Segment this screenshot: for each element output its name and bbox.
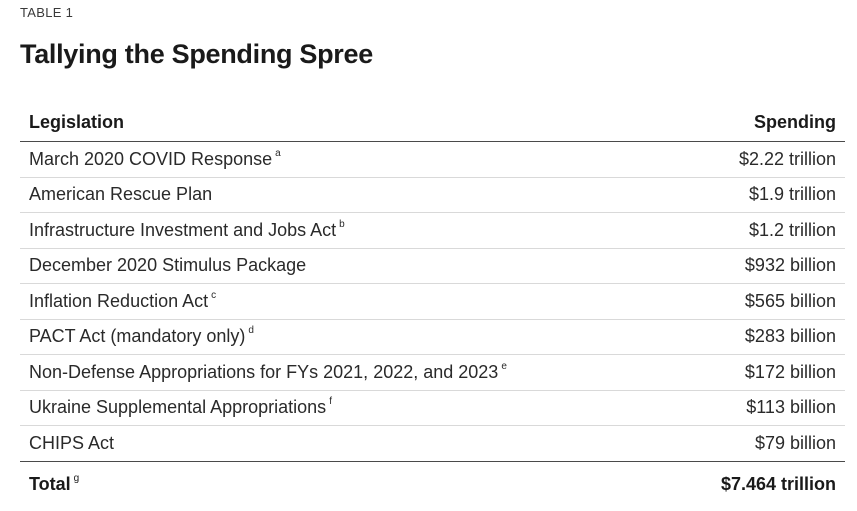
total-row: Total g $7.464 trillion — [20, 462, 845, 508]
table-label: TABLE 1 — [20, 5, 74, 20]
table-title: Tallying the Spending Spree — [20, 39, 373, 69]
total-amount: $7.464 trillion — [720, 474, 836, 494]
table-row: CHIPS Act $79 billion — [20, 426, 845, 462]
footnote-marker: c — [211, 289, 217, 301]
legislation-cell: Non-Defense Appropriations for FYs 2021,… — [29, 360, 507, 382]
legislation-cell: PACT Act (mandatory only) d — [29, 325, 254, 347]
spending-cell: $2.22 trillion — [738, 148, 836, 169]
legislation-cell: December 2020 Stimulus Package — [29, 255, 307, 276]
spending-cell: $283 billion — [744, 326, 836, 347]
footnote-marker: g — [73, 473, 80, 484]
table-row: March 2020 COVID Response a $2.22 trillio… — [20, 142, 845, 178]
spending-cell: $172 billion — [744, 361, 836, 382]
table-row: December 2020 Stimulus Package $932 bill… — [20, 249, 845, 284]
legislation-cell: CHIPS Act — [29, 432, 115, 453]
table-row: Ukraine Supplemental Appropriations f $11… — [20, 391, 845, 426]
table-row: Infrastructure Investment and Jobs Act b … — [20, 213, 845, 249]
spending-cell: $1.9 trillion — [748, 184, 836, 205]
footnote-marker: f — [329, 396, 332, 408]
spending-table: Legislation Spending March 2020 COVID Re… — [20, 104, 845, 508]
footnote-marker: b — [339, 218, 345, 230]
table-row: Non-Defense Appropriations for FYs 2021,… — [20, 355, 845, 391]
legislation-cell: Inflation Reduction Act c — [29, 289, 217, 311]
spending-cell: $79 billion — [754, 432, 836, 453]
legislation-cell: Infrastructure Investment and Jobs Act b — [29, 218, 345, 240]
spending-cell: $1.2 trillion — [748, 219, 836, 240]
legislation-cell: American Rescue Plan — [29, 184, 213, 205]
table-row: Inflation Reduction Act c $565 billion — [20, 284, 845, 320]
column-header-legislation: Legislation — [29, 112, 125, 132]
table-row: PACT Act (mandatory only) d $283 billion — [20, 320, 845, 355]
footnote-marker: e — [501, 360, 507, 372]
spending-cell: $932 billion — [744, 255, 836, 276]
spending-cell: $565 billion — [744, 290, 836, 311]
table-row: American Rescue Plan $1.9 trillion — [20, 178, 845, 213]
footnote-marker: d — [248, 325, 254, 337]
footnote-marker: a — [275, 147, 281, 159]
legislation-cell: March 2020 COVID Response a — [29, 147, 281, 169]
spending-cell: $113 billion — [746, 397, 836, 418]
total-label: Total g — [29, 473, 80, 494]
table-header-row: Legislation Spending — [20, 104, 845, 142]
column-header-spending: Spending — [754, 112, 836, 132]
legislation-cell: Ukraine Supplemental Appropriations f — [29, 396, 332, 418]
